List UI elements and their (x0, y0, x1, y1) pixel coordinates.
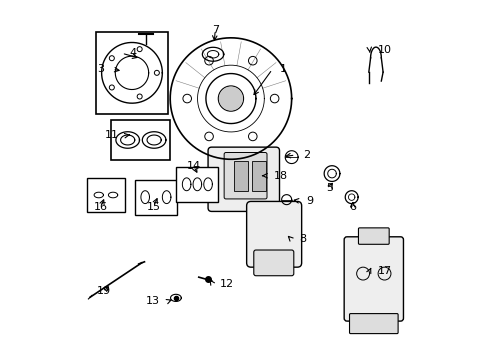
FancyBboxPatch shape (224, 153, 266, 199)
FancyBboxPatch shape (96, 32, 167, 114)
Circle shape (218, 86, 243, 111)
Text: 8: 8 (298, 234, 305, 244)
Text: 14: 14 (186, 161, 201, 171)
Text: 17: 17 (377, 266, 391, 276)
Text: 4: 4 (129, 48, 136, 58)
FancyBboxPatch shape (358, 228, 388, 244)
Text: 18: 18 (273, 171, 287, 181)
Text: 9: 9 (305, 196, 312, 206)
Text: 16: 16 (94, 202, 108, 212)
Text: 19: 19 (96, 287, 110, 296)
Text: 7: 7 (211, 25, 218, 35)
FancyBboxPatch shape (246, 202, 301, 267)
Text: 1: 1 (280, 64, 286, 74)
FancyBboxPatch shape (207, 147, 279, 211)
Text: 15: 15 (146, 202, 160, 212)
FancyBboxPatch shape (253, 250, 293, 276)
Text: 2: 2 (303, 150, 310, 160)
Text: 10: 10 (377, 45, 390, 55)
Text: 3: 3 (97, 64, 104, 74)
FancyBboxPatch shape (111, 120, 170, 159)
FancyBboxPatch shape (251, 161, 265, 191)
FancyBboxPatch shape (349, 314, 397, 334)
FancyBboxPatch shape (86, 179, 125, 212)
Text: 13: 13 (145, 296, 159, 306)
Text: 12: 12 (220, 279, 234, 289)
Text: 6: 6 (348, 202, 356, 212)
FancyBboxPatch shape (135, 180, 177, 215)
FancyBboxPatch shape (176, 167, 218, 202)
FancyBboxPatch shape (344, 237, 403, 321)
FancyBboxPatch shape (234, 161, 247, 191)
Text: 11: 11 (104, 130, 119, 140)
Text: 5: 5 (325, 183, 332, 193)
